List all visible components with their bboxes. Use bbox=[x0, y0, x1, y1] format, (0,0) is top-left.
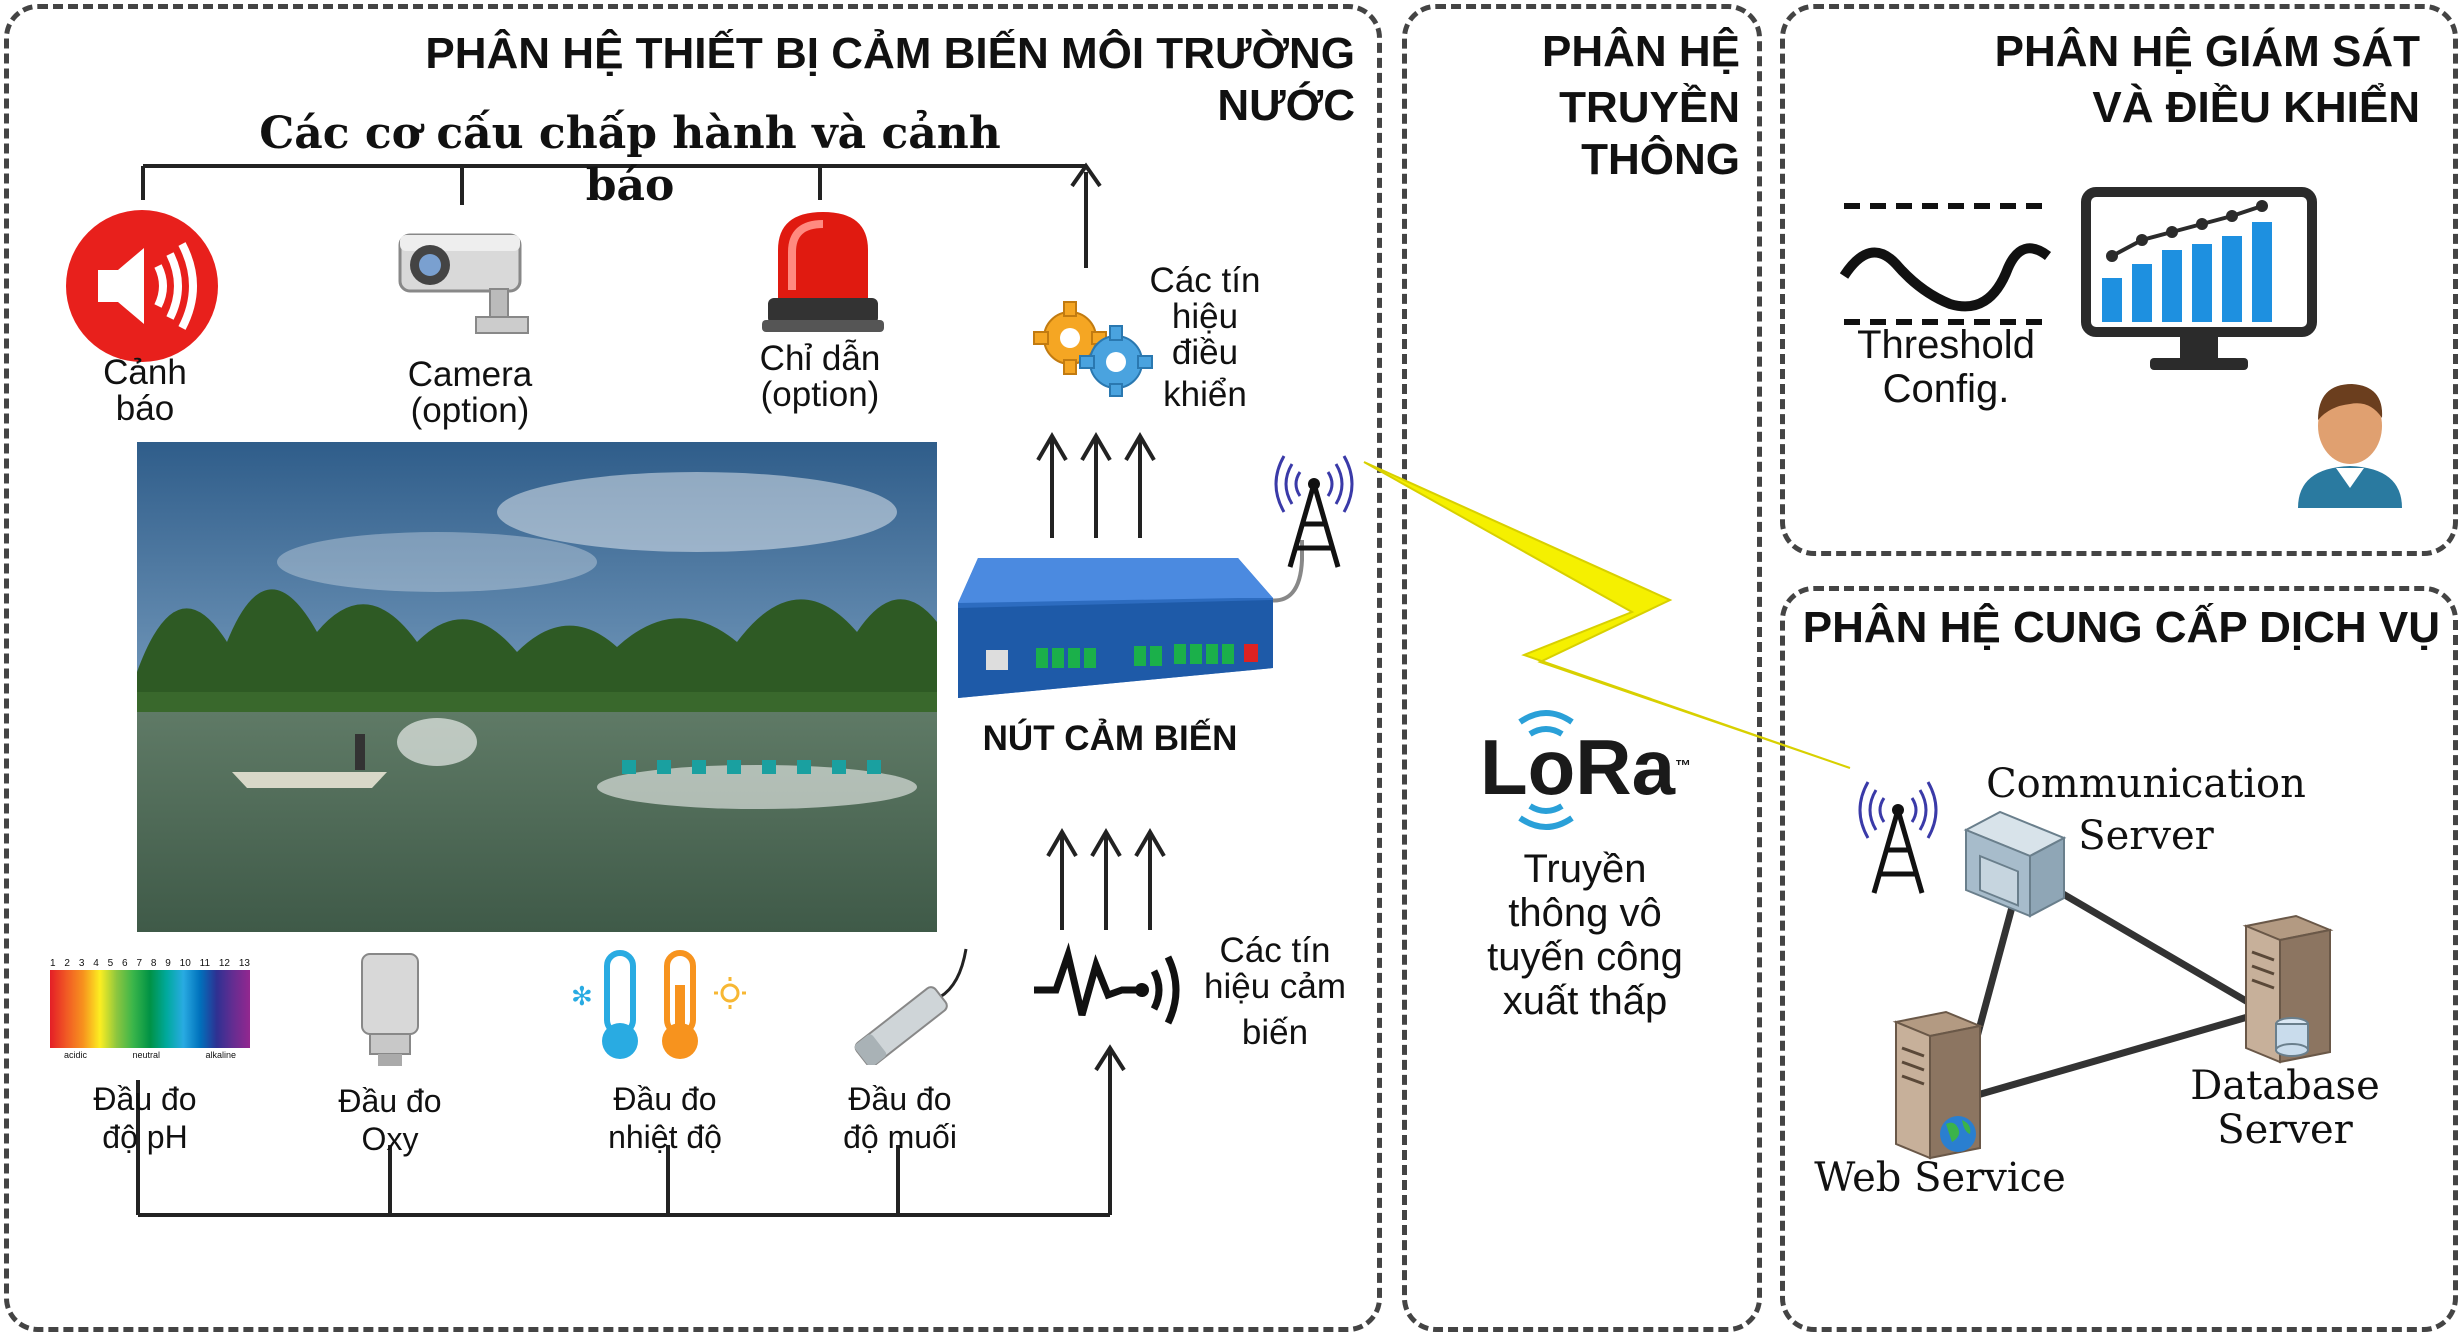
lora-desc-2: thông vô bbox=[1508, 891, 1662, 935]
database-server-icon bbox=[2242, 914, 2334, 1064]
thermometer-icon: ✻ bbox=[571, 950, 746, 1059]
ph-probe-label-2: độ pH bbox=[102, 1119, 188, 1155]
service-radio-tower-icon bbox=[1858, 781, 1938, 894]
threshold-label-2: Config. bbox=[1882, 367, 2010, 411]
service-subsystem-title: PHÂN HỆ CUNG CẤP DỊCH VỤ bbox=[1802, 603, 2440, 652]
monitor-chart-icon bbox=[2081, 187, 2317, 370]
control-signals-label-3: điều bbox=[1171, 333, 1239, 372]
salinity-probe-icon bbox=[854, 948, 968, 1065]
web-service-label: Web Service bbox=[1814, 1155, 2066, 1201]
monitor-subsystem-title-1: PHÂN HỆ GIÁM SÁT bbox=[1994, 27, 2420, 76]
speaker-alarm-icon bbox=[66, 210, 218, 362]
warning-beacon-icon bbox=[762, 212, 884, 332]
communication-subsystem-title-1: PHÂN HỆ bbox=[1541, 27, 1740, 76]
gears-icon bbox=[1033, 301, 1153, 397]
actuator-heading: Các cơ cấu chấp hành và cảnh báo bbox=[259, 108, 1001, 211]
svg-text:✻: ✻ bbox=[571, 982, 593, 1012]
database-server-label: Database Server bbox=[2190, 1063, 2380, 1153]
security-camera-icon bbox=[398, 233, 529, 334]
communication-subsystem-panel bbox=[1402, 4, 1762, 1332]
lora-desc-4: xuất thấp bbox=[1502, 979, 1668, 1023]
ph-scale-icon: 1 2 3 4 5 6 7 8 9 10 11 12 13 acidic neutral alkaline bbox=[50, 958, 250, 1068]
web-service-icon bbox=[1892, 1010, 1984, 1160]
radio-tower-icon bbox=[1274, 455, 1354, 568]
probe-bus bbox=[136, 1044, 1126, 1217]
beacon-label-2: (option) bbox=[760, 375, 880, 414]
node-input-arrows bbox=[1046, 828, 1166, 930]
wireless-link-lightning bbox=[1363, 461, 1851, 769]
lora-desc-3: tuyến công bbox=[1487, 935, 1683, 979]
sensor-subsystem-title: PHÂN HỆ THIẾT BỊ CẢM BIẾN MÔI TRƯỜNG NƯỚ… bbox=[425, 29, 1355, 130]
lora-logo: LoRa™ bbox=[1480, 726, 1710, 808]
communication-subsystem-title-2: TRUYỀN THÔNG bbox=[1559, 83, 1740, 184]
temperature-probe-label-1: Đầu đo bbox=[613, 1081, 717, 1117]
communication-server-icon bbox=[1963, 810, 2067, 918]
control-up-arrow bbox=[1070, 162, 1102, 268]
control-signals-label-4: khiển bbox=[1163, 375, 1247, 414]
monitor-subsystem-title-2: VÀ ĐIỀU KHIỂN bbox=[2092, 83, 2420, 132]
antenna-cable bbox=[1267, 540, 1304, 603]
salinity-probe-label-1: Đầu đo bbox=[848, 1081, 952, 1117]
ph-scale-words: acidic neutral alkaline bbox=[64, 1050, 236, 1060]
actuator-bus bbox=[141, 164, 1086, 205]
sensor-subsystem-panel bbox=[4, 4, 1382, 1332]
salinity-probe-label-2: độ muối bbox=[843, 1119, 957, 1155]
service-subsystem-panel bbox=[1780, 586, 2458, 1332]
lora-trademark: ™ bbox=[1675, 758, 1691, 775]
ph-scale-numbers: 1 2 3 4 5 6 7 8 9 10 11 12 13 bbox=[50, 958, 250, 969]
threshold-label-1: Threshold bbox=[1857, 323, 2035, 367]
sensor-signals-label-3: biến bbox=[1241, 1013, 1309, 1052]
lora-waves-icon bbox=[1518, 710, 1574, 830]
sensor-signals-label-1: Các tín bbox=[1219, 931, 1331, 970]
user-avatar-icon bbox=[2298, 384, 2402, 508]
alarm-label-2: báo bbox=[115, 389, 175, 428]
oxygen-probe-label-2: Oxy bbox=[361, 1121, 419, 1157]
pond-photo bbox=[137, 442, 937, 932]
oxygen-probe-label-1: Đầu đo bbox=[338, 1083, 442, 1119]
sensor-signal-icon bbox=[1034, 942, 1180, 1025]
control-signals-label-2: hiệu bbox=[1171, 297, 1239, 336]
alarm-label-1: Cảnh bbox=[103, 353, 187, 392]
sensor-signals-label-2: hiệu cảm bbox=[1203, 967, 1347, 1006]
oxygen-probe-icon bbox=[361, 953, 419, 1066]
lora-desc-1: Truyền bbox=[1523, 847, 1647, 891]
ph-probe-label-1: Đầu đo bbox=[93, 1081, 197, 1117]
camera-label-1: Camera bbox=[407, 355, 533, 394]
node-output-arrows bbox=[1036, 432, 1156, 538]
sensor-node-label: NÚT CẢM BIẾN bbox=[982, 719, 1238, 758]
camera-label-2: (option) bbox=[410, 391, 530, 430]
sensor-node-device bbox=[958, 558, 1273, 698]
control-signals-label-1: Các tín bbox=[1149, 261, 1261, 300]
beacon-label-1: Chỉ dẫn bbox=[759, 339, 881, 378]
temperature-probe-label-2: nhiệt độ bbox=[608, 1119, 722, 1155]
lora-logo-text: LoRa bbox=[1480, 723, 1675, 811]
threshold-wave-icon bbox=[1840, 203, 2052, 325]
communication-server-label-1: Communication bbox=[1986, 761, 2306, 807]
ph-color-bar bbox=[50, 970, 250, 1048]
communication-server-label-2: Server bbox=[2078, 813, 2214, 859]
monitor-subsystem-panel bbox=[1780, 4, 2458, 556]
